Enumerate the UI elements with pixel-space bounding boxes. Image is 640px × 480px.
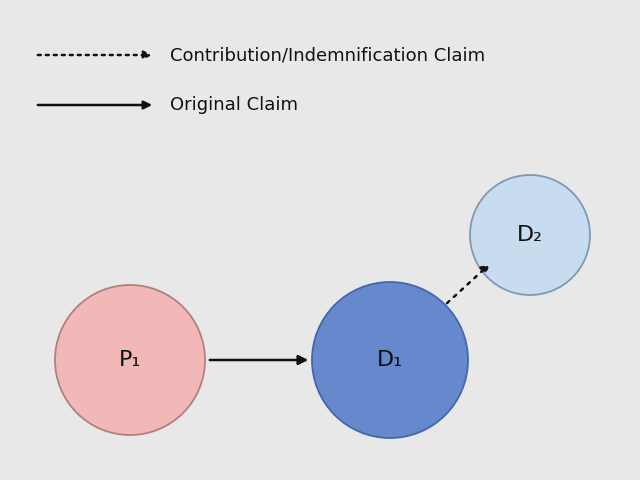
Text: P₁: P₁ bbox=[119, 350, 141, 370]
Text: Original Claim: Original Claim bbox=[170, 96, 298, 114]
Text: Contribution/Indemnification Claim: Contribution/Indemnification Claim bbox=[170, 46, 485, 64]
Circle shape bbox=[470, 175, 590, 295]
Text: D₁: D₁ bbox=[377, 350, 403, 370]
Circle shape bbox=[55, 285, 205, 435]
Text: D₂: D₂ bbox=[517, 225, 543, 245]
Circle shape bbox=[312, 282, 468, 438]
